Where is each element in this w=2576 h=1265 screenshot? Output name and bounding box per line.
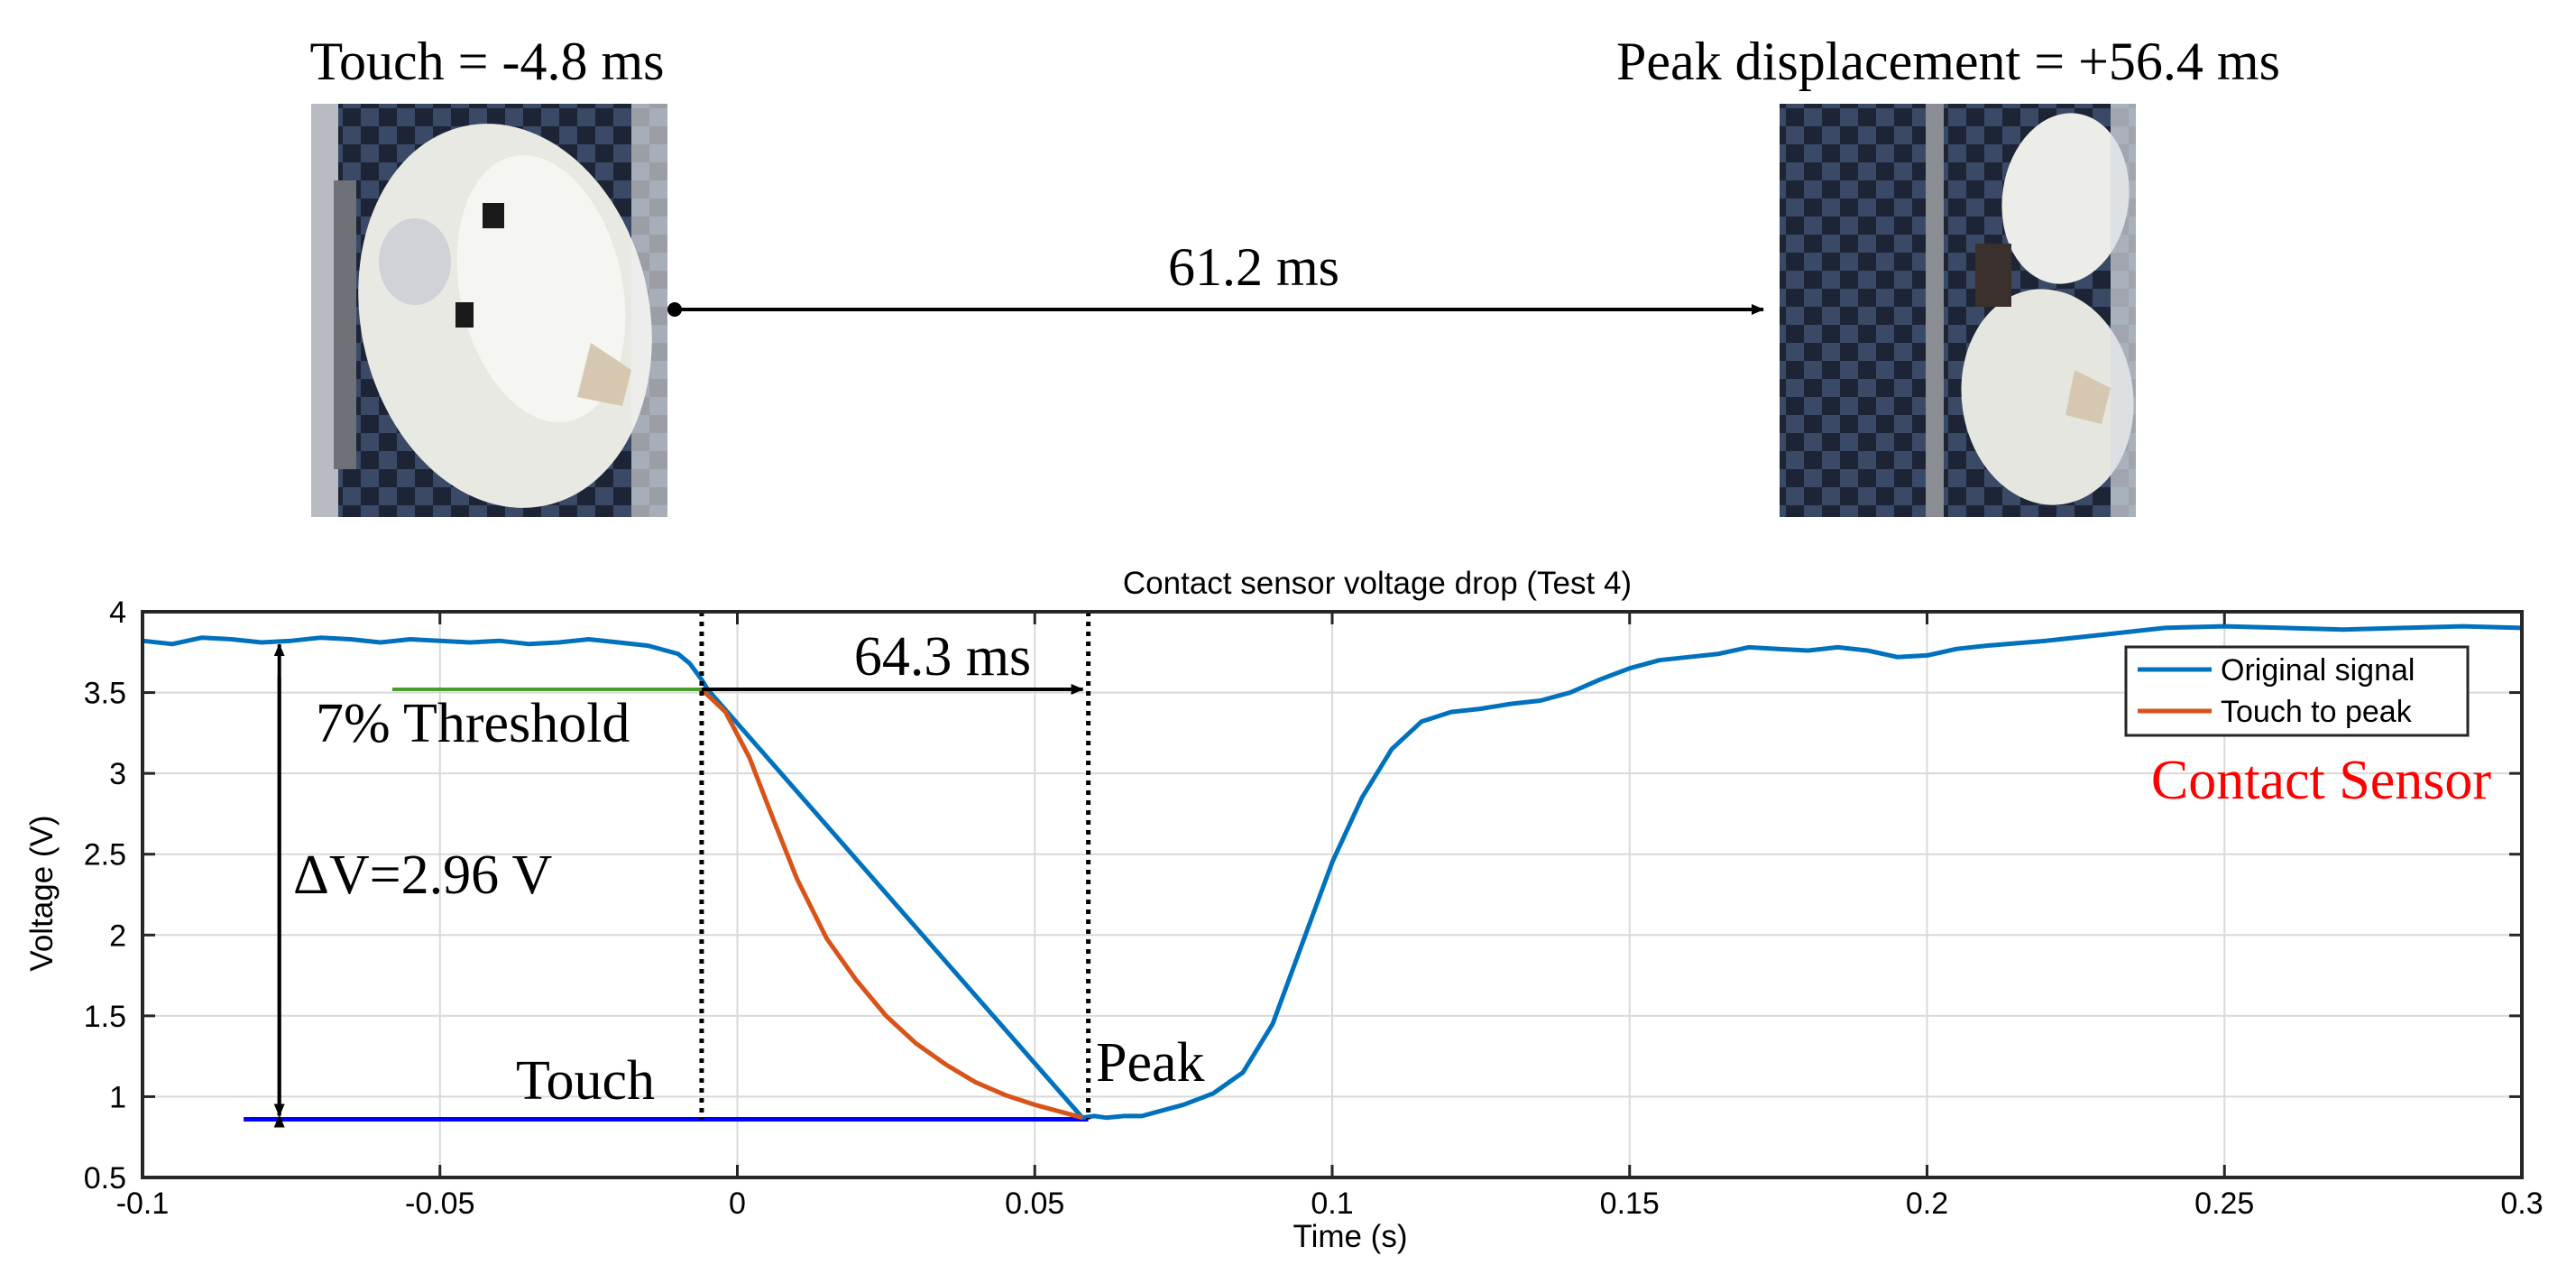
y-tick-label: 2.5 bbox=[84, 838, 126, 873]
touch-to-peak-line bbox=[700, 688, 1083, 1121]
x-tick-label: 0.3 bbox=[2500, 1187, 2543, 1221]
x-tick-label: 0.25 bbox=[2194, 1187, 2254, 1221]
peak-label: Peak bbox=[1096, 1032, 1205, 1094]
touch-label: Touch bbox=[516, 1050, 655, 1112]
x-tick-label: 0.05 bbox=[1005, 1187, 1064, 1221]
x-tick-label: -0.1 bbox=[116, 1187, 170, 1221]
interval-label: 64.3 ms bbox=[854, 626, 1031, 688]
x-tick-label: -0.05 bbox=[405, 1187, 475, 1221]
x-tick-label: 0.15 bbox=[1600, 1187, 1660, 1221]
photo-interval-label: 61.2 ms bbox=[1168, 237, 1339, 297]
airbag-peak-photo bbox=[1780, 104, 2136, 517]
delta-v-label: ΔV=2.96 V bbox=[293, 845, 552, 906]
y-tick-label: 4 bbox=[109, 596, 126, 630]
legend: Original signal Touch to peak bbox=[2124, 645, 2470, 737]
y-tick-label: 1 bbox=[109, 1080, 126, 1114]
legend-box bbox=[2124, 645, 2470, 737]
chart: Contact sensor voltage drop (Test 4) -0.… bbox=[24, 566, 2544, 1254]
right-photo-caption: Peak displacement = +56.4 ms bbox=[1616, 32, 2280, 91]
legend-item-touch-to-peak: Touch to peak bbox=[2221, 695, 2413, 729]
annotation-layer bbox=[273, 612, 1091, 1128]
y-tick-label: 0.5 bbox=[84, 1161, 126, 1196]
contact-sensor-label: Contact Sensor bbox=[2151, 750, 2491, 811]
y-tick-label: 3.5 bbox=[84, 677, 126, 711]
x-tick-label: 0 bbox=[729, 1187, 746, 1221]
arrow-start-dot bbox=[667, 302, 682, 317]
y-tick-label: 3 bbox=[109, 757, 126, 791]
photo-panel: Touch = -4.8 ms Peak displacement = +56.… bbox=[310, 32, 2280, 517]
left-photo-caption: Touch = -4.8 ms bbox=[310, 32, 665, 91]
y-tick-label: 2 bbox=[109, 919, 126, 953]
axis-ticks: -0.1 -0.05 0 0.05 0.1 0.15 0.2 0.25 0.3 0.5 1 1.5 2 2… bbox=[84, 596, 2544, 1221]
series-layer bbox=[142, 623, 2523, 1122]
y-axis-label: Voltage (V) bbox=[24, 815, 60, 971]
x-axis-label: Time (s) bbox=[1293, 1219, 1407, 1254]
x-tick-label: 0.2 bbox=[1906, 1187, 1948, 1221]
original-signal-line bbox=[142, 623, 2523, 1121]
threshold-label: 7% Threshold bbox=[316, 693, 630, 754]
legend-item-original-signal: Original signal bbox=[2221, 653, 2415, 688]
y-tick-label: 1.5 bbox=[84, 1000, 126, 1034]
chart-title: Contact sensor voltage drop (Test 4) bbox=[1123, 566, 1632, 601]
x-tick-label: 0.1 bbox=[1311, 1187, 1353, 1221]
airbag-touch-photo bbox=[311, 104, 667, 517]
